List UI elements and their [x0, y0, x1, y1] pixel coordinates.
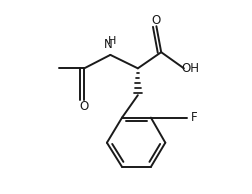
Text: F: F: [190, 111, 197, 124]
Text: H: H: [107, 36, 116, 46]
Text: OH: OH: [181, 62, 199, 75]
Text: N: N: [104, 38, 113, 51]
Text: O: O: [79, 100, 88, 113]
Text: O: O: [151, 15, 160, 28]
